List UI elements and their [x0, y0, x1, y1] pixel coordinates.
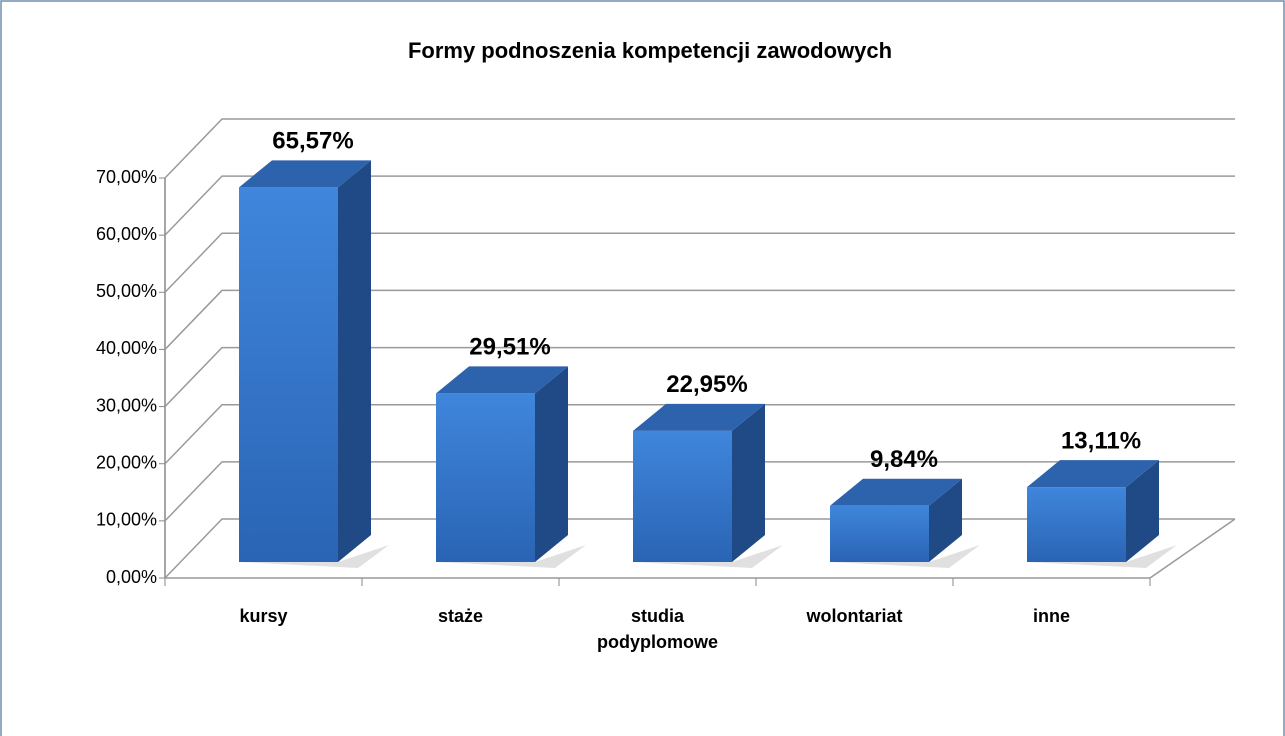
y-tick-label: 30,00%: [96, 395, 157, 415]
value-label: 9,84%: [870, 446, 938, 473]
y-tick-label: 70,00%: [96, 167, 157, 187]
bar: [830, 505, 929, 562]
x-tick-label: wolontariat: [806, 606, 903, 626]
bar: [239, 187, 338, 563]
bar-side: [1126, 460, 1159, 562]
grid-line: [164, 289, 1235, 350]
x-tick-label: staże: [437, 606, 484, 626]
x-tick-label: studia podyplomowe: [597, 606, 718, 652]
value-label: 13,11%: [1061, 427, 1141, 454]
bar-shadow: [1027, 545, 1177, 568]
bar-shadow: [436, 545, 586, 568]
bar-side: [732, 403, 765, 562]
chart-title: Formy podnoszenia kompetencji zawodowych: [408, 38, 892, 63]
bar-top: [830, 478, 962, 506]
y-tick-label: 20,00%: [96, 452, 157, 472]
bar-side: [929, 478, 962, 562]
y-tick-label: 40,00%: [96, 338, 157, 358]
x-tick-label: kursy: [239, 606, 288, 626]
bar-top: [239, 160, 371, 188]
grid-line: [164, 175, 1235, 236]
y-tick-label: 0,00%: [106, 567, 157, 587]
bar-top: [1027, 460, 1159, 488]
bar-top: [633, 403, 765, 431]
grid-line: [164, 346, 1235, 408]
bar-side: [535, 366, 568, 562]
value-label: 22,95%: [666, 371, 747, 398]
x-tick-label: inne: [1032, 606, 1070, 626]
grid-line: [164, 461, 1235, 522]
grid-line: [164, 232, 1235, 293]
bar-shadow: [633, 545, 783, 568]
bar: [633, 430, 732, 562]
bar-shadow: [830, 545, 980, 568]
value-label: 65,57%: [272, 128, 353, 155]
value-label: 29,51%: [469, 334, 550, 361]
grid-line: [164, 403, 1235, 465]
y-tick-label: 10,00%: [96, 510, 157, 530]
bar: [436, 393, 535, 562]
bar-shadow: [239, 545, 389, 568]
y-tick-label: 60,00%: [96, 224, 157, 244]
grid-line: [164, 118, 1235, 179]
bar-side: [338, 160, 371, 563]
bar-top: [436, 366, 568, 394]
y-tick-label: 50,00%: [96, 281, 157, 301]
bar: [1027, 487, 1126, 562]
